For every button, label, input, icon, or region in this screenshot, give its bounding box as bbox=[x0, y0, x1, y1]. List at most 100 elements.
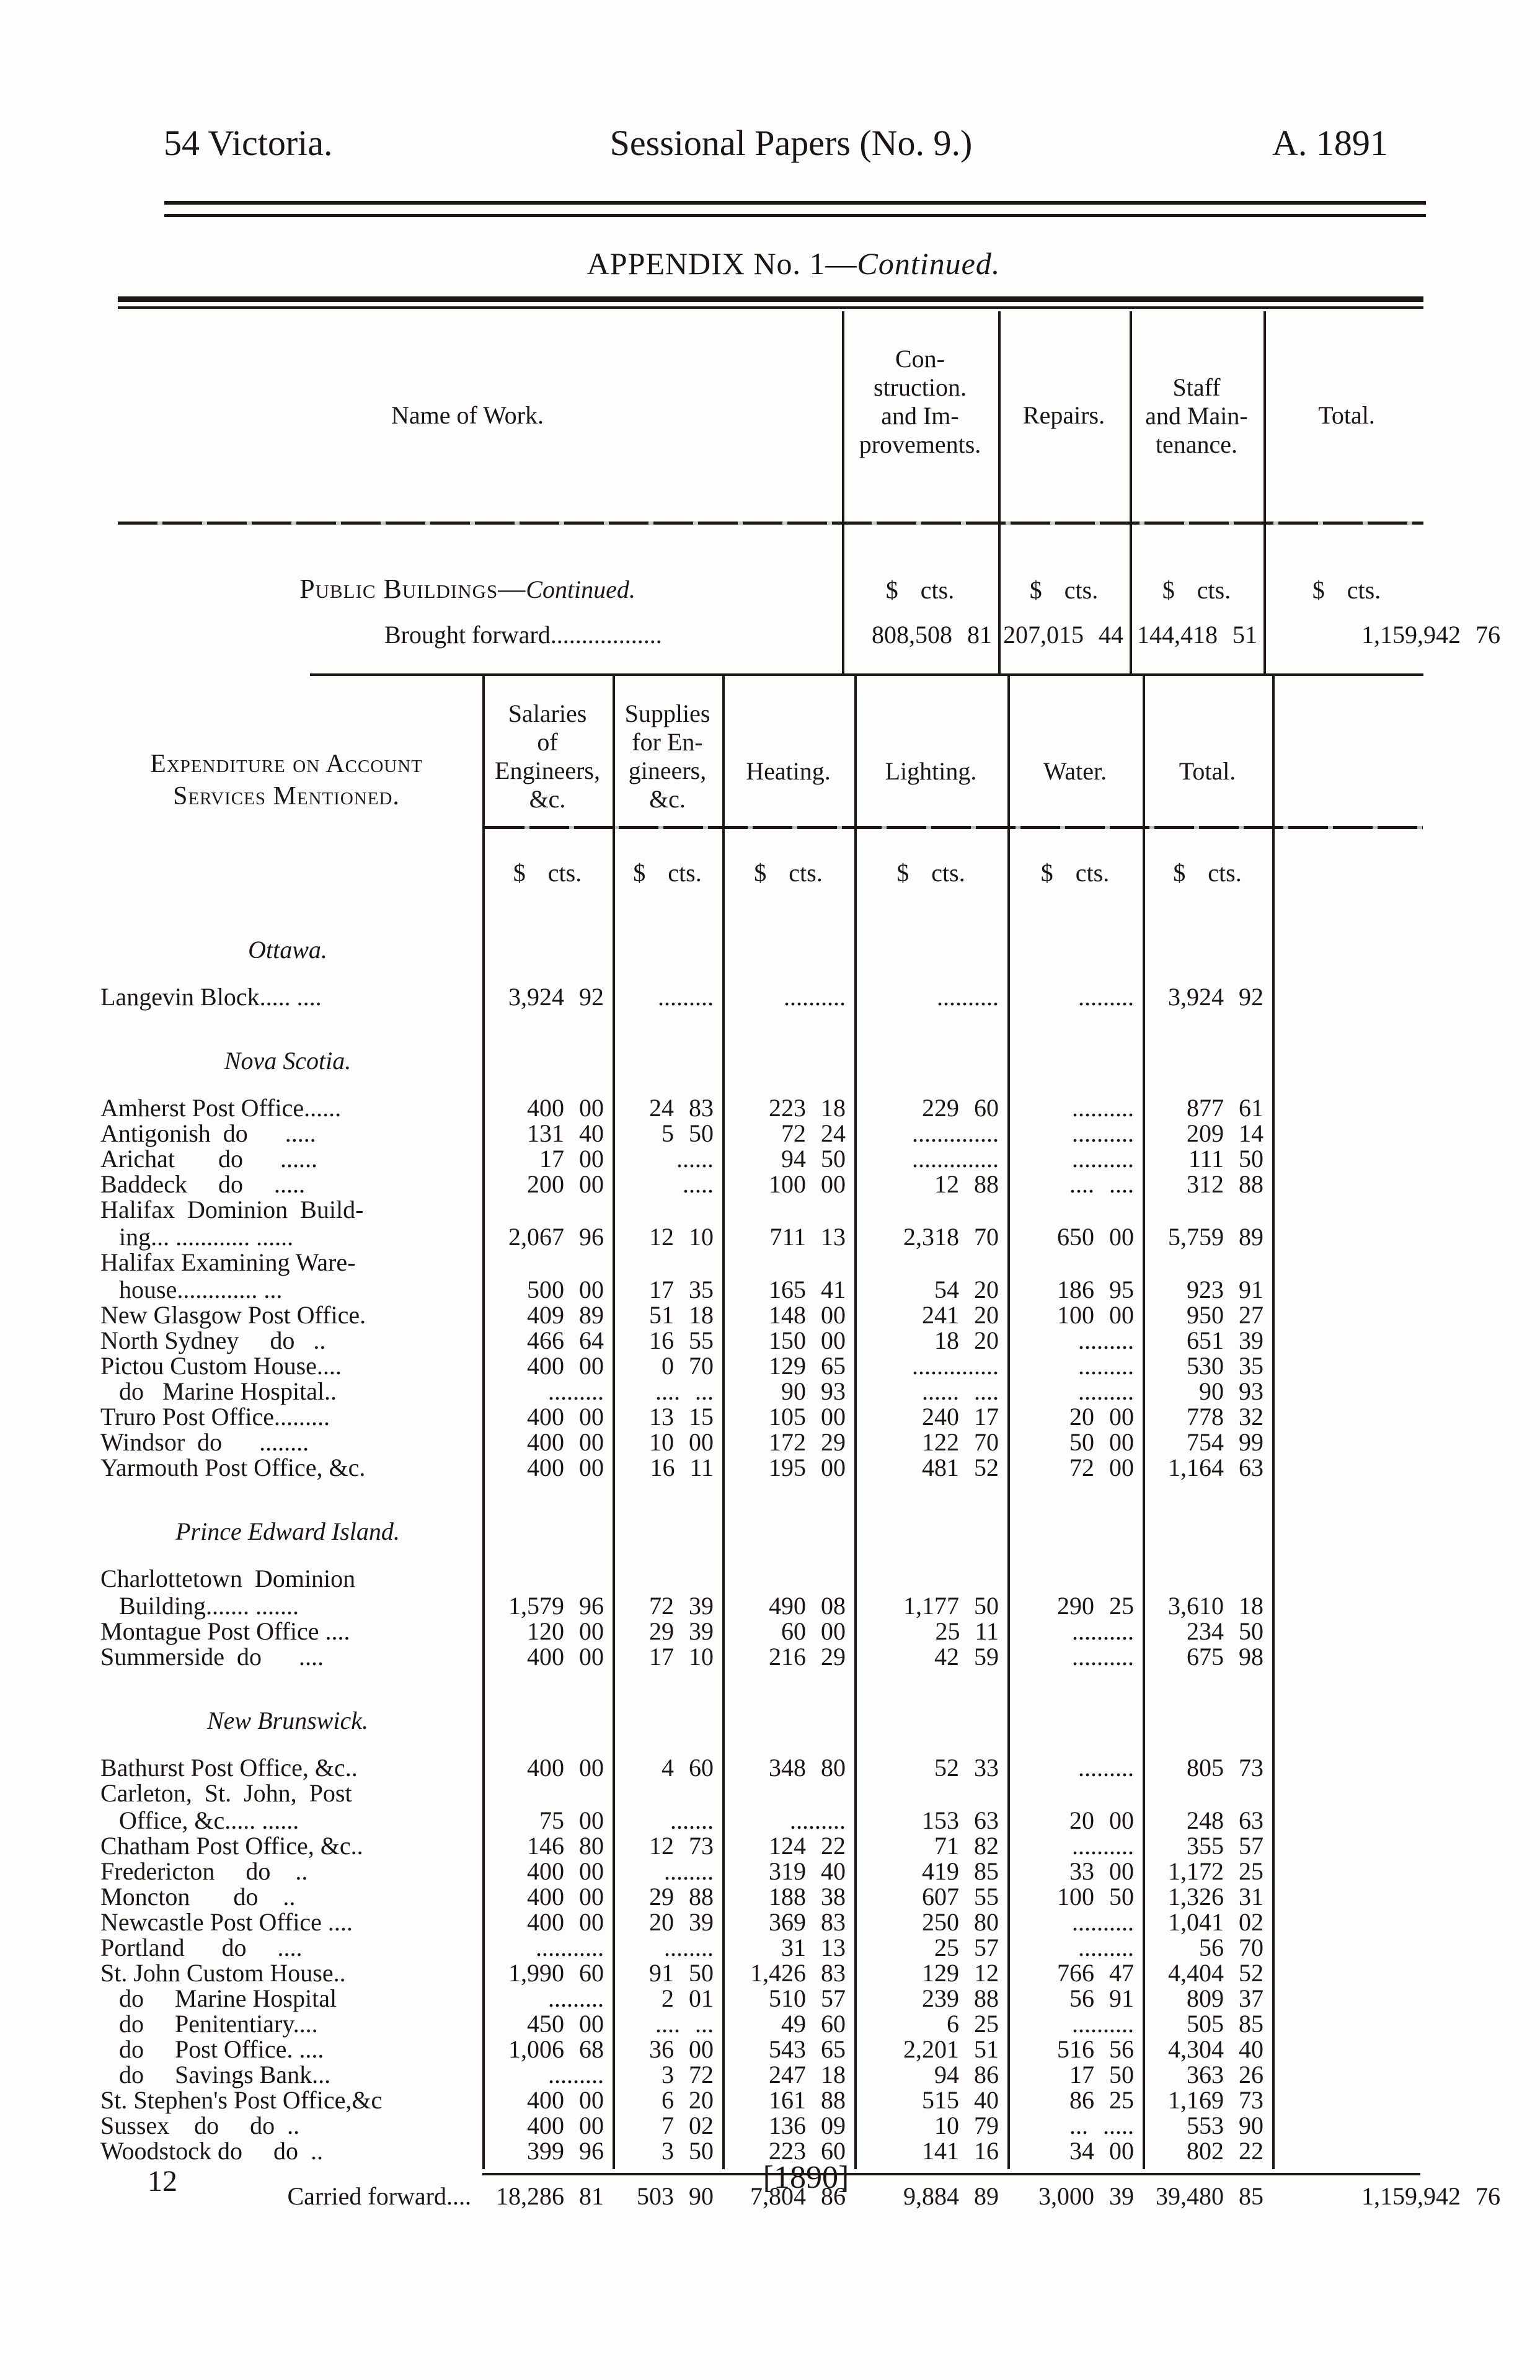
cell-total: 675 98 bbox=[1187, 1643, 1263, 1671]
cell-total: 5,759 89 bbox=[1168, 1223, 1263, 1251]
cell-salaries: 131 40 bbox=[527, 1119, 604, 1147]
cell-lighting: .......... bbox=[937, 983, 999, 1011]
cell-salaries: 500 00 bbox=[527, 1276, 604, 1303]
carried-cell-grand-total: 1,159,942 76 bbox=[1361, 2182, 1500, 2210]
cell-heating: 150 00 bbox=[769, 1326, 846, 1354]
table-row: Chatham Post Office, &c.. 146 80 12 73 1… bbox=[93, 1832, 1519, 1860]
row-label: Fredericton do .. bbox=[100, 1857, 308, 1885]
masthead-title: Sessional Papers (No. 9.) bbox=[609, 123, 973, 163]
cell-water: 100 50 bbox=[1057, 1883, 1134, 1911]
row-label: St. John Custom House.. bbox=[100, 1959, 346, 1987]
cell-supplies: 17 35 bbox=[649, 1276, 714, 1303]
cell-salaries: 3,924 92 bbox=[508, 983, 604, 1011]
cell-lighting: 241 20 bbox=[922, 1301, 999, 1329]
cell-heating: 543 65 bbox=[769, 2035, 846, 2063]
cell-lighting: 6 25 bbox=[947, 2010, 999, 2038]
cell-heating: 188 38 bbox=[769, 1883, 846, 1911]
cell-heating: 165 41 bbox=[769, 1276, 846, 1303]
t2-divider-total bbox=[1272, 673, 1275, 2169]
row-label: Montague Post Office .... bbox=[100, 1617, 350, 1645]
table-row: Bathurst Post Office, &c.. 400 00 4 60 3… bbox=[93, 1754, 1519, 1782]
table-row: Amherst Post Office...... 400 00 24 83 2… bbox=[93, 1095, 1519, 1122]
cell-salaries: ......... bbox=[548, 1984, 604, 2012]
cell-salaries: ......... bbox=[548, 1377, 604, 1405]
cell-heating: 1,426 83 bbox=[750, 1959, 846, 1987]
cell-supplies: 17 10 bbox=[649, 1643, 714, 1671]
brought-forward-staff: 144,418 51 bbox=[1137, 621, 1257, 649]
appendix-title-continued: Continued. bbox=[857, 246, 1001, 281]
cell-water: .... .... bbox=[1069, 1170, 1134, 1198]
cell-water: ......... bbox=[1078, 1754, 1134, 1782]
cell-water: .......... bbox=[1072, 1643, 1134, 1671]
t1-header-underline bbox=[118, 522, 1423, 525]
cell-heating: 100 00 bbox=[769, 1170, 846, 1198]
cell-total: 1,041 02 bbox=[1168, 1908, 1263, 1936]
cell-salaries: 400 00 bbox=[527, 1454, 604, 1481]
cell-water: .......... bbox=[1072, 1119, 1134, 1147]
cell-supplies: 7 02 bbox=[662, 2111, 714, 2139]
cell-supplies: 20 39 bbox=[649, 1908, 714, 1936]
cell-total: 209 14 bbox=[1187, 1119, 1263, 1147]
t1-bottom-rule bbox=[310, 673, 1423, 676]
brought-forward-label: Brought forward.................. bbox=[384, 621, 662, 649]
t2-divider-lighting bbox=[1007, 673, 1010, 2169]
cell-supplies: ...... bbox=[676, 1145, 714, 1173]
t2-divider-water bbox=[1143, 673, 1145, 2169]
table-row: Moncton do .. 400 00 29 88 188 38 607 55… bbox=[93, 1883, 1519, 1911]
cell-supplies: 2 01 bbox=[662, 1984, 714, 2012]
table-row: Sussex do do .. 400 00 7 02 136 09 10 79… bbox=[93, 2112, 1519, 2139]
table-row: Pictou Custom House.... 400 00 0 70 129 … bbox=[93, 1352, 1519, 1380]
cell-water: ......... bbox=[1078, 1352, 1134, 1380]
brought-forward-repairs: 207,015 44 bbox=[1003, 621, 1123, 649]
cell-heating: 172 29 bbox=[769, 1428, 846, 1456]
row-label: New Glasgow Post Office. bbox=[100, 1301, 366, 1329]
t2-dollar-cts-heating: $ cts. bbox=[754, 859, 823, 887]
row-label: New Brunswick. bbox=[207, 1707, 368, 1734]
t2-dollar-cts-water: $ cts. bbox=[1040, 859, 1110, 887]
cell-heating: 510 57 bbox=[769, 1984, 846, 2012]
cell-water: 56 91 bbox=[1069, 1984, 1134, 2012]
cell-heating: 711 13 bbox=[769, 1223, 846, 1251]
t1-divider-3 bbox=[1130, 311, 1132, 675]
cell-lighting: 515 40 bbox=[922, 2086, 999, 2114]
table-row: Langevin Block..... .... 3,924 92 ......… bbox=[93, 984, 1519, 1011]
cell-lighting: 94 86 bbox=[934, 2061, 999, 2089]
cell-heating: 490 08 bbox=[769, 1592, 846, 1620]
cell-salaries: 400 00 bbox=[527, 1094, 604, 1122]
table-row: Windsor do ........ 400 00 10 00 172 29 … bbox=[93, 1429, 1519, 1456]
cell-heating: 369 83 bbox=[769, 1908, 846, 1936]
carried-cell-salaries: 18,286 81 bbox=[496, 2182, 604, 2210]
cell-water: 650 00 bbox=[1057, 1223, 1134, 1251]
cell-salaries: 400 00 bbox=[527, 1754, 604, 1782]
cell-heating: 223 60 bbox=[769, 2137, 846, 2165]
cell-salaries: 1,990 60 bbox=[508, 1959, 604, 1987]
cell-lighting: 25 11 bbox=[935, 1617, 999, 1645]
table-row: Ottawa. bbox=[93, 936, 1519, 964]
row-label: do Post Office. .... bbox=[100, 2035, 324, 2063]
brought-forward-construction: 808,508 81 bbox=[872, 621, 992, 649]
cell-supplies: 51 18 bbox=[649, 1301, 714, 1329]
row-label: Moncton do .. bbox=[100, 1883, 296, 1911]
table-row: do Marine Hospital ......... 2 01 510 57… bbox=[93, 1985, 1519, 2012]
brought-forward-total: 1,159,942 76 bbox=[1361, 621, 1500, 649]
totals-rule bbox=[482, 2173, 1420, 2175]
cell-salaries: 146 80 bbox=[527, 1832, 604, 1860]
cell-heating: 136 09 bbox=[769, 2111, 846, 2139]
cell-total: 234 50 bbox=[1187, 1617, 1263, 1645]
appendix-title: APPENDIX No. 1—Continued. bbox=[587, 247, 1001, 280]
carried-cell-water: 3,000 39 bbox=[1038, 2182, 1134, 2210]
row-label: Newcastle Post Office .... bbox=[100, 1908, 353, 1936]
row-label: Summerside do .... bbox=[100, 1643, 324, 1671]
cell-supplies: .... ... bbox=[655, 2010, 714, 2038]
carried-cell-lighting: 9,884 89 bbox=[903, 2182, 999, 2210]
cell-total: 877 61 bbox=[1187, 1094, 1263, 1122]
table-row: Prince Edward Island. bbox=[93, 1518, 1519, 1545]
cell-water: 516 56 bbox=[1057, 2035, 1134, 2063]
cell-water: 766 47 bbox=[1057, 1959, 1134, 1987]
table-row: Halifax Examining Ware- house...........… bbox=[93, 1249, 1519, 1303]
cell-heating: 60 00 bbox=[781, 1617, 846, 1645]
table-row: Halifax Dominion Build- ing... .........… bbox=[93, 1196, 1519, 1251]
cell-water: 290 25 bbox=[1057, 1592, 1134, 1620]
cell-total: 248 63 bbox=[1187, 1806, 1263, 1834]
row-label: Portland do .... bbox=[100, 1934, 303, 1961]
